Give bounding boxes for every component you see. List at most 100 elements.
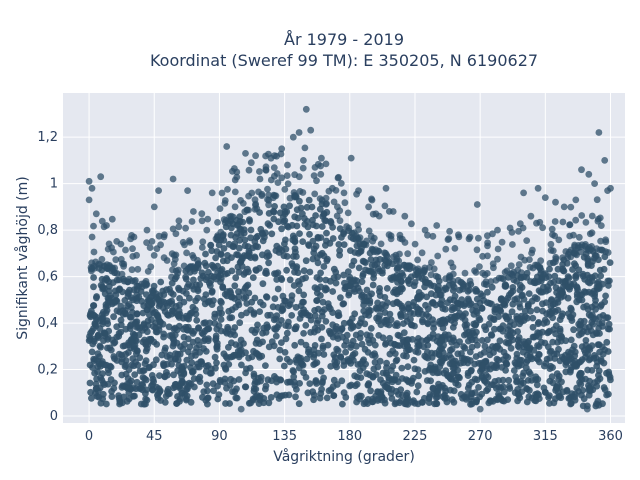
data-point	[95, 331, 102, 339]
data-point	[142, 376, 150, 384]
data-point	[95, 393, 103, 401]
data-point	[276, 355, 284, 363]
data-point	[222, 400, 229, 407]
data-point	[101, 381, 108, 388]
data-point	[518, 357, 526, 364]
data-point	[438, 337, 446, 344]
data-point	[192, 310, 200, 318]
data-point	[238, 311, 245, 319]
data-point	[233, 394, 241, 402]
data-point	[176, 350, 184, 358]
data-point	[441, 331, 449, 338]
data-point	[113, 323, 121, 331]
data-point	[208, 288, 216, 296]
data-point	[329, 184, 336, 192]
data-point	[291, 213, 299, 221]
data-point	[442, 285, 450, 293]
data-point	[322, 160, 330, 168]
data-point	[295, 287, 303, 295]
data-point	[236, 342, 244, 349]
data-point	[461, 269, 469, 277]
data-point	[592, 354, 600, 362]
data-point	[571, 243, 578, 251]
data-point	[172, 355, 179, 363]
data-point	[252, 385, 260, 393]
data-point	[345, 224, 353, 232]
data-point	[502, 359, 510, 367]
data-point	[571, 393, 579, 401]
data-point	[243, 206, 251, 214]
data-point	[245, 354, 253, 362]
data-point	[282, 236, 289, 244]
data-point	[117, 316, 125, 324]
data-point	[160, 254, 168, 262]
data-point	[157, 278, 165, 286]
data-point	[408, 220, 415, 228]
data-point	[117, 240, 125, 248]
data-point	[569, 266, 576, 273]
data-point	[510, 367, 518, 374]
data-point	[213, 359, 220, 367]
data-point	[277, 275, 285, 282]
data-point	[297, 338, 305, 346]
data-point	[224, 186, 231, 193]
data-point	[98, 217, 106, 225]
data-point	[301, 144, 309, 152]
data-point	[322, 318, 330, 325]
data-point	[367, 256, 375, 263]
data-point	[513, 313, 521, 320]
data-point	[134, 265, 142, 273]
data-point	[182, 224, 190, 232]
data-point	[165, 311, 172, 319]
data-point	[299, 164, 307, 172]
data-point	[306, 230, 313, 238]
data-point	[169, 335, 177, 342]
data-point	[595, 129, 603, 136]
data-point	[484, 252, 491, 260]
data-point	[203, 273, 211, 281]
data-point	[228, 293, 236, 301]
data-point	[148, 238, 156, 245]
data-point	[125, 389, 133, 397]
data-point	[320, 351, 328, 358]
data-point	[259, 329, 266, 337]
data-point	[104, 298, 112, 306]
data-point	[86, 379, 94, 387]
data-point	[133, 337, 140, 345]
data-point	[353, 398, 360, 406]
data-point	[211, 313, 219, 321]
data-point	[259, 280, 267, 288]
data-point	[396, 235, 404, 242]
data-point	[97, 343, 104, 351]
data-point	[212, 336, 220, 344]
data-point	[387, 232, 395, 240]
data-point	[88, 233, 96, 241]
data-point	[372, 371, 380, 378]
data-point	[330, 351, 338, 359]
data-point	[391, 350, 399, 357]
data-point	[468, 389, 476, 397]
data-point	[358, 340, 366, 348]
data-point	[396, 250, 403, 258]
data-point	[288, 296, 295, 304]
data-point	[495, 377, 502, 384]
data-point	[318, 335, 325, 343]
data-point	[214, 233, 222, 241]
data-point	[546, 259, 554, 267]
data-point	[391, 340, 398, 348]
data-point	[333, 381, 341, 388]
data-point	[451, 304, 458, 312]
data-point	[466, 277, 474, 285]
data-point	[108, 393, 116, 400]
data-point	[168, 297, 176, 305]
data-point	[439, 382, 446, 389]
data-point	[289, 253, 297, 260]
data-point	[255, 394, 263, 402]
data-point	[221, 200, 229, 207]
data-point	[229, 328, 237, 335]
data-point	[303, 203, 311, 211]
data-point	[90, 222, 97, 230]
data-point	[275, 218, 282, 226]
data-point	[162, 344, 169, 352]
data-point	[534, 278, 542, 286]
